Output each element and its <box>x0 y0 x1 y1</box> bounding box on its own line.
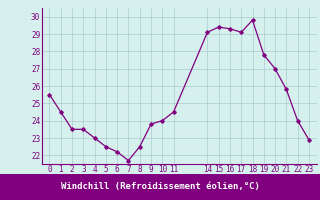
Text: Windchill (Refroidissement éolien,°C): Windchill (Refroidissement éolien,°C) <box>60 182 260 192</box>
